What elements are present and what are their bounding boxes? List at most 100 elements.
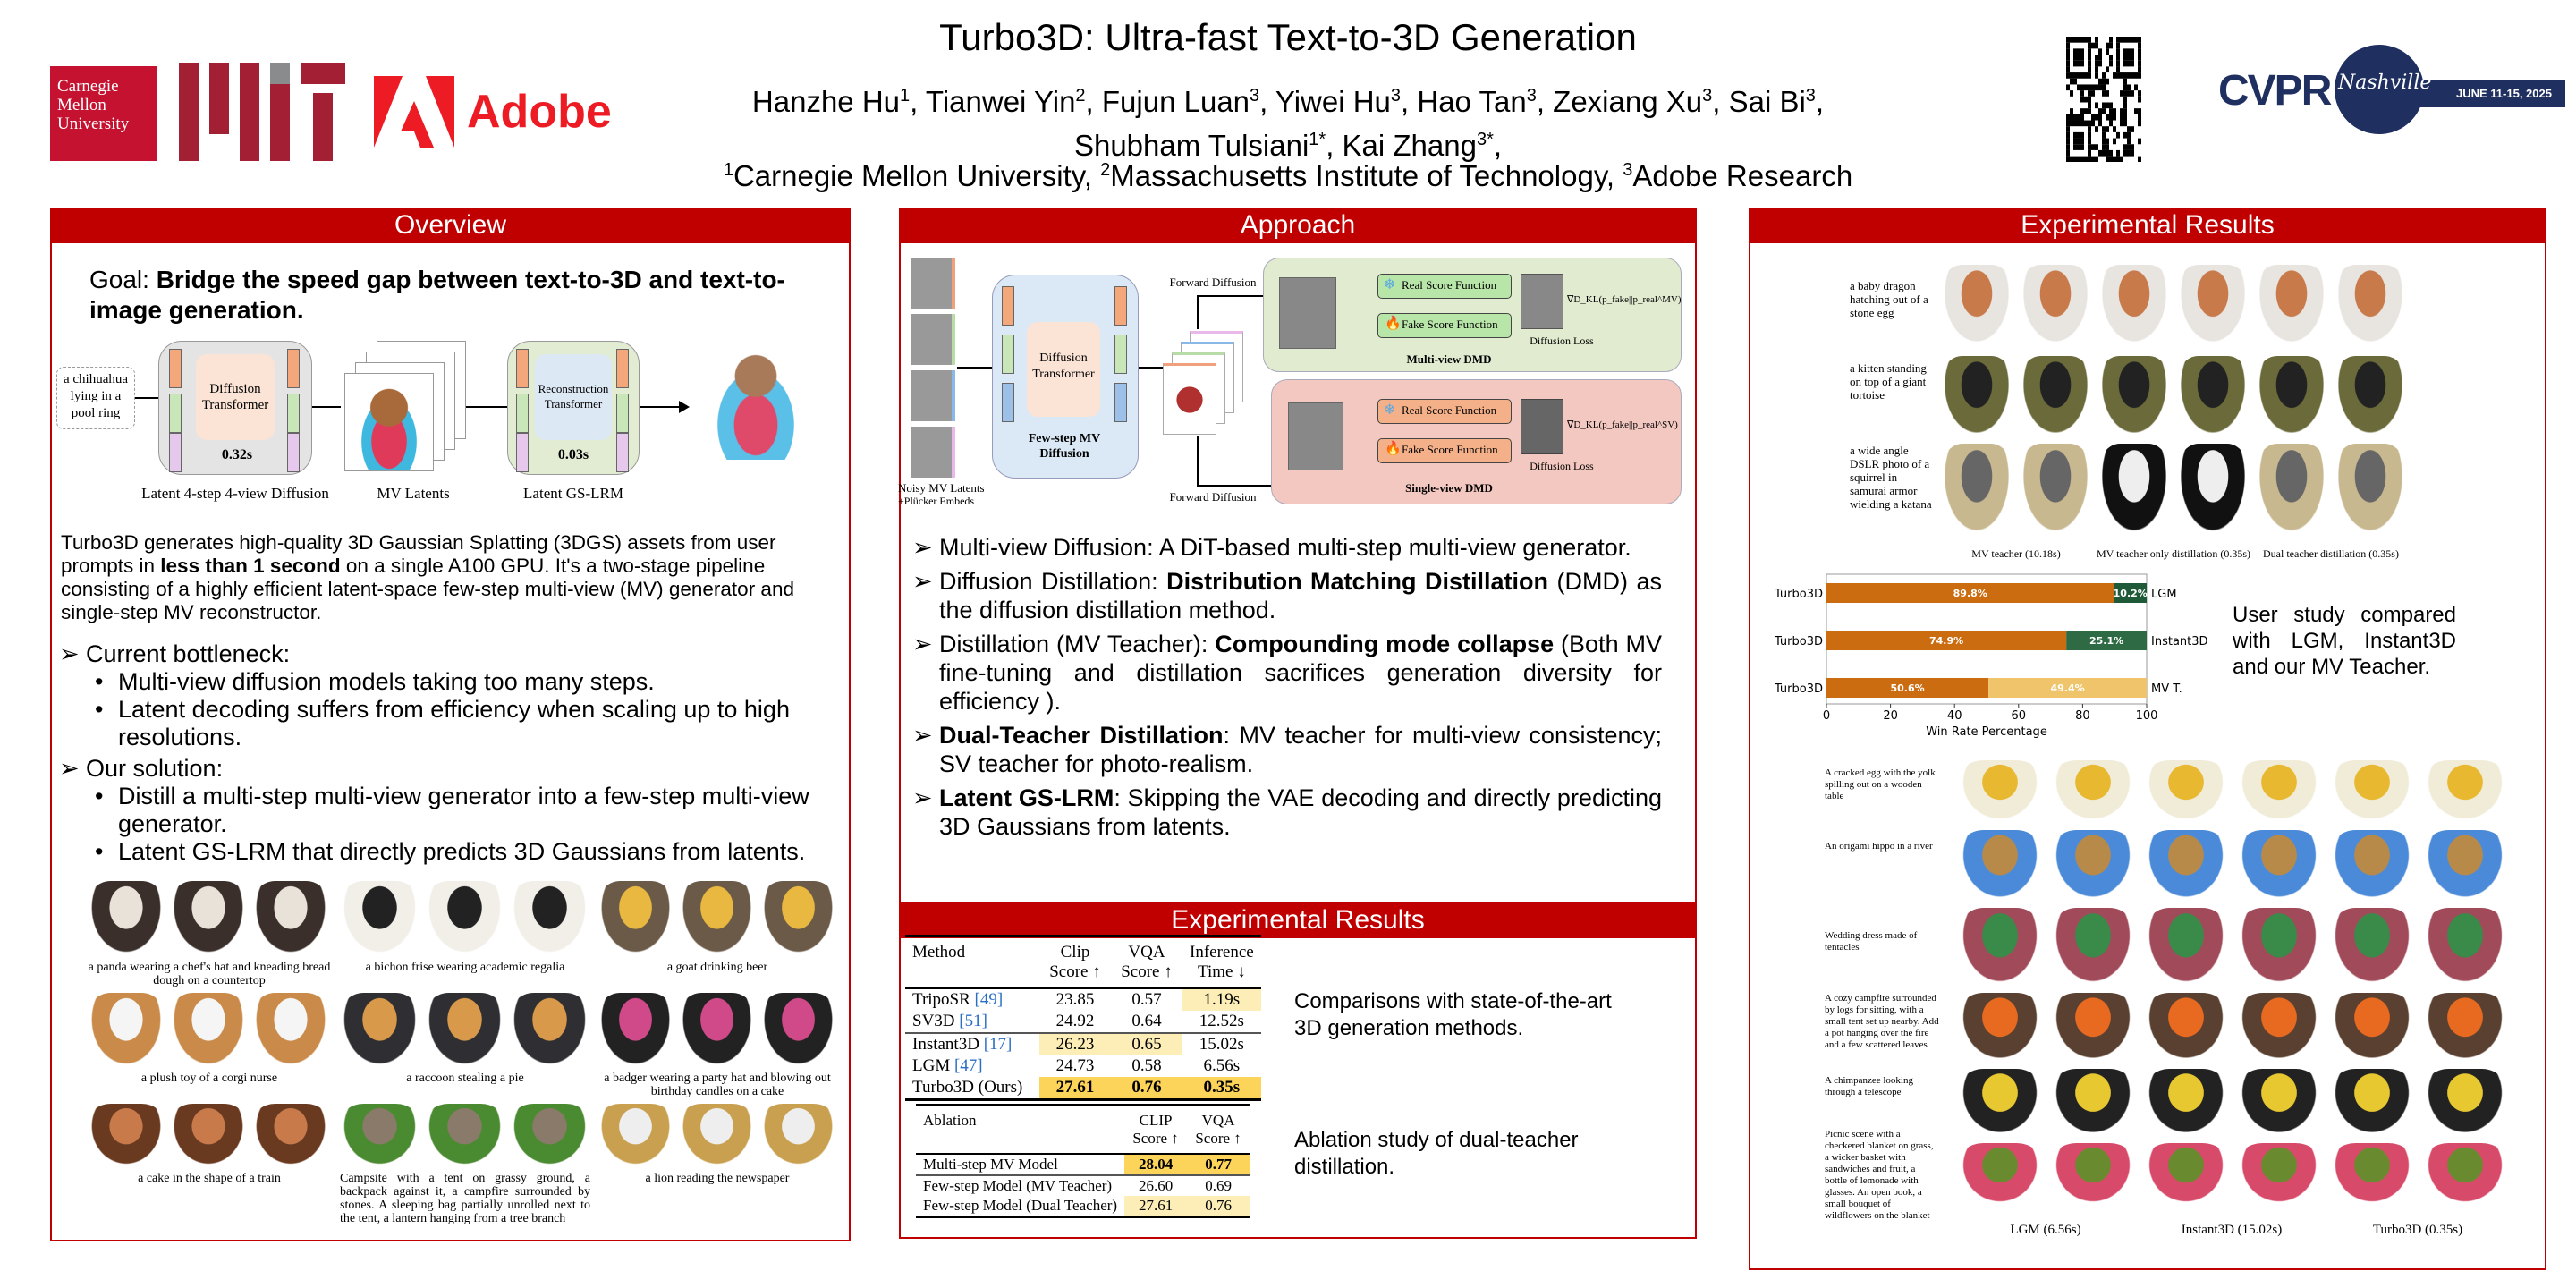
render-image — [2331, 1143, 2413, 1206]
snowflake-icon: ❄ — [1384, 277, 1396, 292]
render-image — [2098, 265, 2170, 347]
comparison-caption: Comparisons with state-of-the-art 3D gen… — [1294, 989, 1612, 1040]
method-cell: SV3D [51] — [912, 1012, 987, 1030]
render-image — [170, 881, 247, 957]
render-image — [88, 881, 165, 957]
render-image — [1959, 908, 2041, 987]
prompt-text: Picnic scene with a checkered blanket on… — [1825, 1129, 1934, 1221]
forward-diffusion-label-bottom: Forward Diffusion — [1169, 490, 1257, 504]
render-image — [252, 993, 329, 1069]
bar-mvt — [1988, 678, 2147, 698]
x-tick-label: 20 — [1883, 709, 1898, 723]
author-name: Hao Tan3, — [1417, 85, 1554, 118]
approach-item: Distillation (MV Teacher): Compounding m… — [909, 630, 1662, 716]
render-image — [2052, 1143, 2134, 1206]
approach-item: Latent GS-LRM: Skipping the VAE decoding… — [909, 784, 1662, 841]
value-cell: 12.52s — [1199, 1012, 1244, 1030]
author-name: Yiwei Hu3, — [1275, 85, 1418, 118]
multi-view-dmd-label: Multi-view DMD — [1406, 352, 1492, 366]
fake-score-function-mv: Fake Score Function — [1377, 313, 1512, 338]
author-name: Zexiang Xu3, — [1553, 85, 1729, 118]
render-image — [425, 1104, 504, 1168]
mv-latent-image — [344, 373, 434, 471]
user-study-caption: User study compared with LGM, Instant3D … — [2233, 603, 2456, 679]
text-segment: Distillation (MV Teacher): — [939, 631, 1216, 657]
render-image — [2052, 908, 2134, 987]
render-image — [2424, 830, 2506, 902]
value-cell: 1.19s — [1182, 988, 1261, 1011]
column-label: MV teacher (10.18s) — [1971, 547, 2061, 560]
render-image — [2424, 760, 2506, 823]
render-image — [2238, 760, 2320, 823]
render-image — [2098, 356, 2170, 438]
text-segment: Compounding mode collapse — [1215, 631, 1555, 657]
overview-heading: Overview — [52, 208, 849, 243]
table-header: Method Clip Score ↑ VQA Score ↑ Inference T… — [905, 936, 1261, 988]
adobe-logo: Adobe — [374, 72, 612, 152]
render-image — [340, 1104, 419, 1168]
text-segment: Multi-view Diffusion: A DiT-based multi-… — [939, 534, 1631, 561]
column-label: LGM (6.56s) — [2010, 1223, 2081, 1237]
render-image — [2334, 265, 2406, 347]
column-header: CLIP Score ↑ — [1132, 1112, 1179, 1147]
ablation-table: Ablation CLIP Score ↑ VQA Score ↑ Multi-ste… — [916, 1104, 1250, 1218]
table-row: Few-step Model (Dual Teacher) 27.61 0.76 — [916, 1196, 1250, 1217]
ablation-cell: Few-step Model (MV Teacher) — [923, 1177, 1113, 1194]
prompt-box: a chihuahua lying in a pool ring — [56, 367, 135, 429]
render-image — [2052, 993, 2134, 1063]
render-image — [2424, 1143, 2506, 1206]
text-segment: Latent GS-LRM — [939, 784, 1114, 811]
render-image — [340, 881, 419, 957]
prompt-text: a kitten standing on top of a giant tort… — [1850, 361, 1927, 402]
output-3dgs-image — [698, 343, 814, 460]
affiliation: 3Adobe Research — [1623, 159, 1853, 192]
value-cell: 0.65 — [1111, 1033, 1182, 1055]
value-label: 50.6% — [1890, 682, 1924, 694]
bar-turbo3d — [1826, 631, 2067, 650]
render-image — [679, 1104, 755, 1168]
value-cell: 28.04 — [1124, 1154, 1188, 1175]
render-image — [510, 1104, 589, 1168]
text-segment: Turbo3D generates high-quality 3D Gaussi… — [61, 531, 776, 577]
approach-figure: Noisy MV Latents +Plücker Embeds Diffusi… — [894, 242, 1697, 510]
value-label: 74.9% — [1929, 635, 1963, 647]
value-label: 25.1% — [2089, 635, 2123, 647]
approach-panel: Approach Experimental Results — [899, 208, 1697, 1239]
approach-bullets: Multi-view Diffusion: A DiT-based multi-… — [909, 533, 1662, 846]
x-tick-label: 0 — [1823, 709, 1830, 723]
cvpr-logo: CVPR Nashville JUNE 11-15, 2025 — [2218, 45, 2567, 134]
kl-gradient-sv: ∇D_KL(p_fake||p_real^SV) — [1567, 419, 1678, 430]
render-image — [510, 881, 589, 957]
render-image — [252, 881, 329, 957]
column-label: Turbo3D (0.35s) — [2372, 1223, 2463, 1237]
comparison-table: Method Clip Score ↑ VQA Score ↑ Inference T… — [905, 935, 1261, 1101]
value-label: 49.4% — [2050, 682, 2084, 694]
value-cell: 0.76 — [1111, 1077, 1182, 1100]
render-image — [2424, 1069, 2506, 1137]
prompt-text: An origami hippo in a river — [1825, 841, 1933, 852]
mv-latents-label: MV Latents — [377, 485, 450, 502]
value-cell: 0.76 — [1187, 1196, 1250, 1217]
render-image — [2238, 993, 2320, 1063]
table-header: Ablation CLIP Score ↑ VQA Score ↑ — [916, 1106, 1250, 1154]
column-header: Inference Time ↓ — [1190, 943, 1254, 981]
prompt-text: Wedding dress made of tentacles — [1825, 930, 1918, 953]
value-cell: 0.69 — [1205, 1177, 1232, 1194]
method-cell: TripoSR [49] — [912, 990, 1004, 1009]
render-image — [2238, 830, 2320, 902]
noisy-latents-label: Noisy MV Latents — [898, 481, 985, 495]
render-image — [760, 1104, 836, 1168]
render-image — [2177, 265, 2249, 347]
render-image — [2020, 356, 2091, 438]
ablation-caption: Ablation study of dual-teacher distillat… — [1294, 1128, 1579, 1179]
method-cell: Instant3D [17] — [912, 1035, 1013, 1054]
poster-title: Turbo3D: Ultra-fast Text-to-3D Generatio… — [939, 16, 1637, 58]
qr-code[interactable] — [2066, 37, 2141, 163]
render-image — [2238, 1069, 2320, 1137]
render-image — [2052, 830, 2134, 902]
author-name: Sai Bi3 — [1728, 85, 1816, 118]
value-cell: 26.60 — [1138, 1177, 1174, 1194]
render-image — [597, 1104, 674, 1168]
column-label: Dual teacher distillation (0.35s) — [2263, 547, 2399, 560]
diffusion-transformer-label: Diffusion Transformer — [1032, 352, 1095, 381]
